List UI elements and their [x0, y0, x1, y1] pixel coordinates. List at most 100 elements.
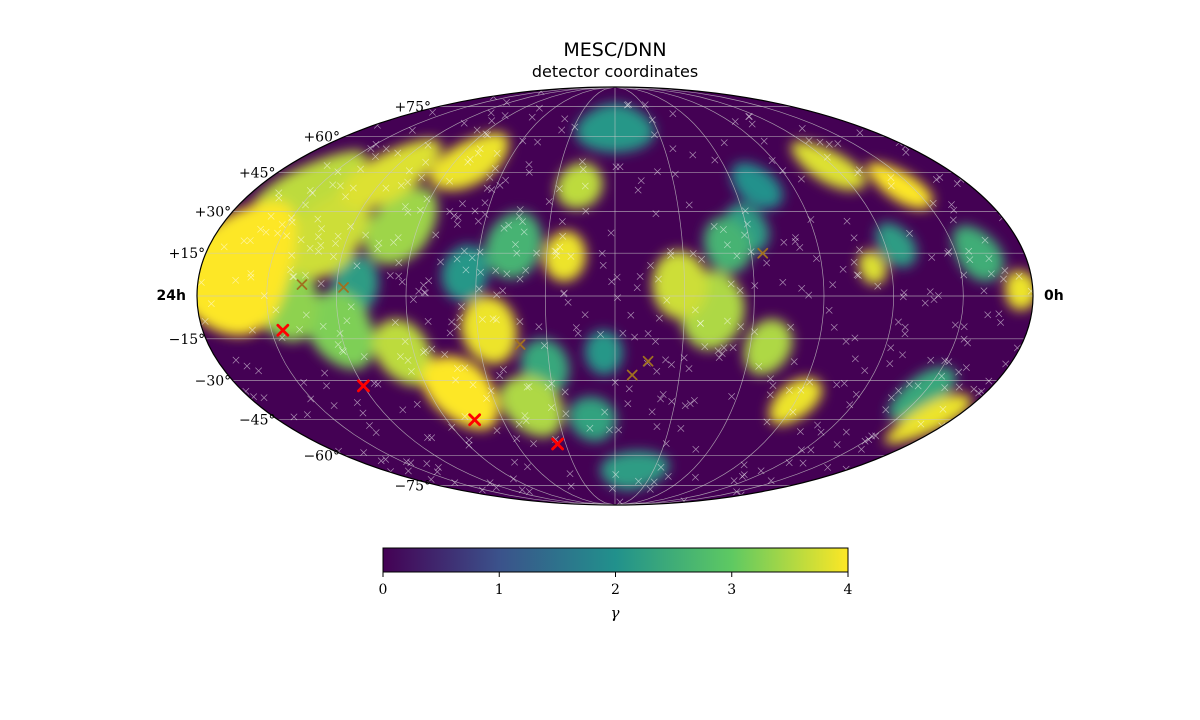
background-event-marker [491, 165, 499, 172]
background-event-marker [551, 247, 559, 255]
background-event-marker [624, 400, 632, 408]
background-event-marker [914, 382, 922, 390]
background-event-marker [1027, 287, 1033, 295]
background-event-marker [926, 288, 934, 296]
background-event-marker [255, 367, 263, 375]
background-event-marker [453, 255, 461, 263]
background-event-marker [685, 201, 693, 209]
background-event-marker [246, 237, 254, 244]
background-event-marker [446, 208, 454, 215]
background-event-marker [797, 386, 805, 394]
background-event-marker [486, 173, 494, 181]
background-event-marker [232, 356, 240, 364]
background-event-marker [887, 344, 895, 352]
event-marker [514, 339, 526, 350]
background-event-marker [949, 216, 957, 224]
background-event-marker [465, 441, 473, 449]
background-event-marker [522, 266, 530, 274]
background-event-marker [448, 318, 456, 326]
background-event-marker [493, 291, 501, 299]
background-event-marker [448, 423, 456, 431]
background-event-marker [868, 432, 876, 440]
background-event-marker [743, 220, 751, 228]
background-event-marker [404, 356, 412, 364]
background-event-marker [267, 212, 275, 220]
background-event-marker [829, 281, 837, 289]
background-event-marker [401, 203, 409, 210]
background-event-marker [625, 101, 632, 109]
background-event-marker [488, 117, 496, 125]
background-event-marker [408, 126, 416, 134]
background-event-marker [769, 382, 777, 390]
declination-tick-label: +60° [303, 130, 340, 146]
gamma-region [1005, 270, 1033, 311]
background-event-marker [334, 168, 342, 176]
background-event-marker [616, 163, 624, 171]
declination-tick-label: −15° [169, 332, 206, 348]
gamma-region [568, 396, 617, 442]
background-event-marker [641, 101, 649, 109]
background-event-marker [391, 319, 399, 326]
background-event-marker [401, 338, 409, 345]
background-event-marker [446, 177, 454, 185]
background-event-marker [323, 382, 331, 390]
background-event-marker [515, 213, 523, 220]
background-event-marker [842, 337, 850, 345]
background-event-marker [741, 207, 749, 215]
background-event-marker [1002, 360, 1010, 368]
background-event-marker [980, 287, 988, 295]
background-event-marker [452, 376, 460, 384]
gamma-region [441, 244, 489, 302]
background-event-marker [309, 189, 317, 197]
background-event-marker [484, 131, 491, 139]
background-event-marker [938, 372, 946, 380]
background-event-marker [856, 129, 864, 137]
background-event-marker [763, 418, 771, 426]
background-event-marker [768, 157, 776, 165]
background-event-marker [535, 104, 543, 112]
background-event-marker [357, 165, 364, 173]
background-event-marker [566, 470, 574, 478]
highlighted-event-marker [276, 323, 290, 337]
background-event-marker [329, 181, 337, 189]
background-event-marker [505, 221, 513, 229]
background-event-marker [763, 259, 771, 267]
background-event-marker [647, 261, 654, 269]
background-event-marker [420, 281, 427, 289]
background-event-marker [314, 215, 322, 223]
background-event-marker [669, 145, 677, 153]
background-event-marker [614, 294, 621, 302]
background-event-marker [887, 182, 895, 190]
colorbar-tick-label: 0 [379, 582, 388, 598]
background-event-marker [476, 145, 484, 153]
background-event-marker [905, 380, 913, 388]
background-event-marker [787, 323, 795, 331]
background-event-marker [745, 113, 753, 121]
background-event-marker [798, 284, 806, 292]
background-event-marker [681, 402, 689, 410]
background-event-marker [446, 329, 454, 337]
right-ascension-gridline [614, 87, 686, 505]
background-event-marker [558, 126, 566, 134]
background-event-marker [796, 244, 804, 251]
background-event-marker [422, 289, 429, 297]
background-event-marker [917, 420, 925, 428]
background-event-marker [953, 180, 961, 188]
background-event-marker [353, 399, 361, 406]
background-event-marker [404, 178, 412, 186]
background-event-marker [578, 158, 586, 166]
background-event-marker [899, 293, 907, 301]
background-event-marker [852, 390, 860, 398]
background-event-marker [648, 116, 656, 124]
background-event-marker [560, 290, 568, 298]
background-event-marker [347, 303, 355, 311]
background-event-marker [613, 273, 621, 281]
background-event-marker [833, 381, 841, 389]
background-event-marker [260, 394, 268, 402]
background-event-marker [469, 381, 477, 389]
background-event-marker [501, 112, 509, 119]
background-event-marker [886, 360, 894, 368]
background-event-marker [685, 365, 693, 372]
background-event-marker [798, 124, 806, 132]
background-event-marker [555, 185, 563, 193]
